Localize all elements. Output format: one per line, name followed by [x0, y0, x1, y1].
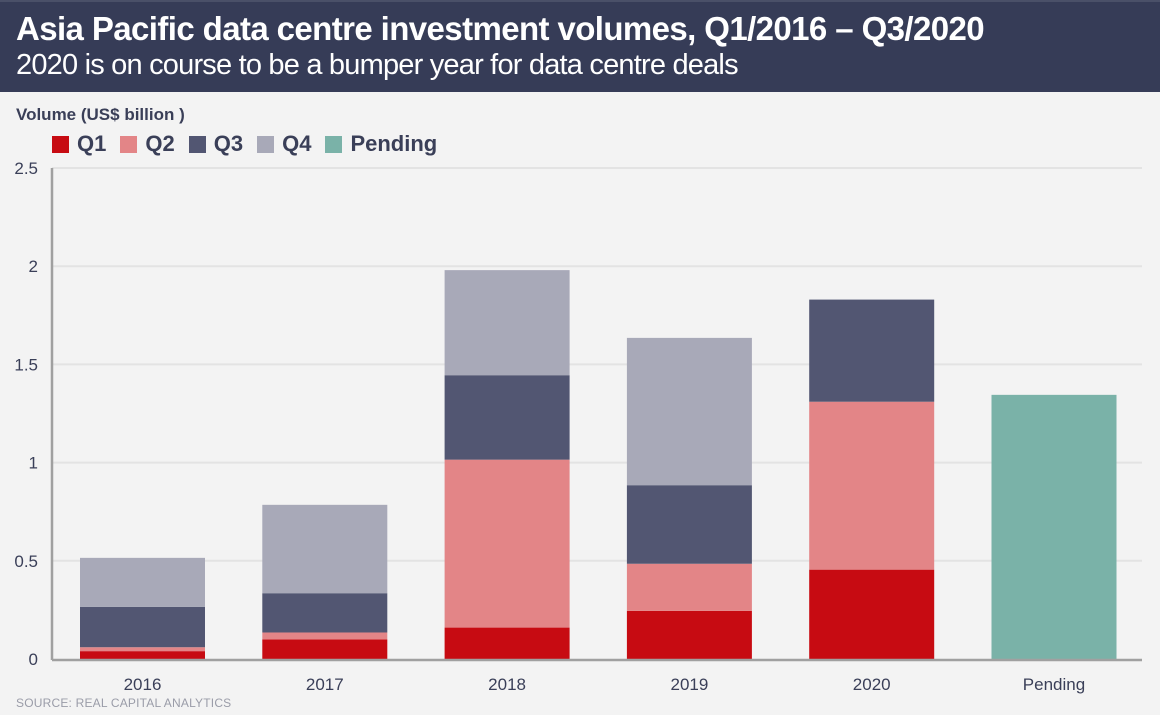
source-note: SOURCE: REAL CAPITAL ANALYTICS: [16, 696, 232, 710]
bar-stack-2020: [809, 299, 935, 659]
x-tick-label: 2017: [306, 675, 344, 694]
legend-label-q1: Q1: [77, 131, 107, 156]
legend-item-q3: Q3: [188, 131, 244, 157]
legend-swatch-q3: [188, 135, 206, 153]
legend-label-q4: Q4: [282, 131, 312, 156]
y-tick-label: 1.5: [14, 355, 38, 374]
legend: Q1 Q2 Q3 Q4 Pending: [52, 131, 451, 157]
y-tick-labels: 0 0.5 1 1.5 2 2.5: [14, 159, 38, 669]
x-tick-label: 2020: [853, 675, 891, 694]
bar-segment-q4: [80, 557, 205, 607]
bar-segment-q1: [626, 610, 752, 659]
bar-segment-q3: [80, 606, 205, 648]
legend-item-q4: Q4: [257, 131, 311, 157]
bar-segment-q1: [444, 627, 570, 659]
x-tick-label: 2019: [670, 675, 708, 694]
bar-segment-q3: [262, 593, 388, 633]
bars: [80, 270, 1117, 659]
bar-segment-q4: [626, 337, 752, 486]
bar-segment-q2: [809, 401, 935, 570]
x-tick-label: 2016: [124, 675, 162, 694]
chart-title: Asia Pacific data centre investment volu…: [16, 10, 985, 47]
y-axis-label: Volume (US$ billion ): [16, 105, 185, 124]
gridlines: [52, 167, 1142, 562]
y-tick-label: 1: [29, 454, 38, 473]
legend-item-q2: Q2: [120, 131, 175, 157]
bar-segment-q2: [626, 563, 752, 611]
legend-swatch-pending: [325, 135, 343, 153]
legend-item-pending: Pending: [325, 131, 437, 157]
y-tick-label: 0: [29, 650, 38, 669]
bar-segment-q2: [262, 632, 388, 640]
bar-segment-q1: [809, 569, 935, 659]
y-tick-label: 2.5: [14, 159, 38, 178]
legend-label-q3: Q3: [213, 131, 244, 156]
bar-stack-2017: [262, 504, 388, 659]
legend-swatch-q4: [257, 135, 275, 153]
y-tick-label: 0.5: [14, 552, 38, 571]
x-tick-label: Pending: [1023, 675, 1085, 694]
chart-header: Asia Pacific data centre investment volu…: [0, 0, 1160, 92]
bar-segment-q1: [80, 651, 205, 659]
bar-segment-q4: [262, 504, 388, 594]
bar-segment-q2: [444, 459, 570, 628]
legend-swatch-q2: [120, 135, 138, 153]
bar-segment-pending: [991, 394, 1117, 659]
chart-subtitle: 2020 is on course to be a bumper year fo…: [16, 49, 739, 81]
bar-segment-q4: [444, 270, 570, 376]
bar-stack-2016: [80, 557, 205, 659]
x-tick-labels: 2016 2017 2018 2019 2020 Pending: [124, 675, 1086, 694]
bar-segment-q2: [80, 647, 205, 652]
bar-segment-q1: [262, 639, 388, 659]
bar-stack-2019: [626, 337, 752, 659]
legend-label-pending: Pending: [350, 131, 438, 156]
bar-stack-2018: [444, 270, 570, 659]
legend-item-q1: Q1: [52, 131, 106, 157]
axes: [50, 168, 1142, 662]
y-tick-label: 2: [29, 257, 38, 276]
bar-segment-q3: [809, 299, 935, 402]
x-tick-label: 2018: [488, 675, 526, 694]
bar-stack-pending: [991, 394, 1117, 659]
bar-segment-q3: [626, 485, 752, 564]
bar-segment-q3: [444, 375, 570, 460]
legend-label-q2: Q2: [145, 131, 175, 156]
legend-swatch-q1: [52, 135, 69, 153]
